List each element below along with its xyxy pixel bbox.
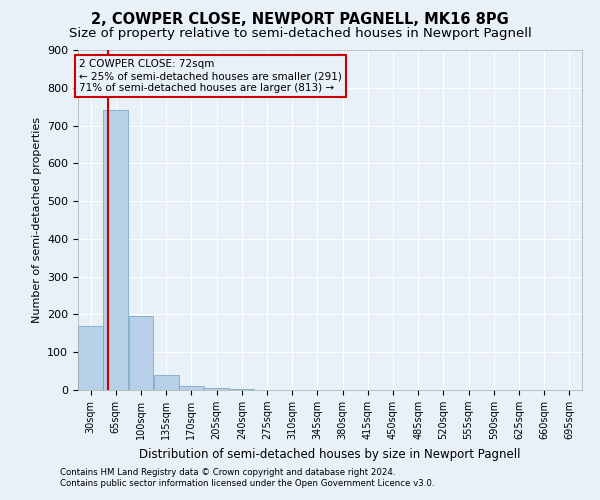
Bar	[154, 375, 179, 390]
Text: Size of property relative to semi-detached houses in Newport Pagnell: Size of property relative to semi-detach…	[68, 28, 532, 40]
Bar	[229, 389, 254, 390]
Text: 2, COWPER CLOSE, NEWPORT PAGNELL, MK16 8PG: 2, COWPER CLOSE, NEWPORT PAGNELL, MK16 8…	[91, 12, 509, 28]
Bar	[103, 110, 128, 390]
Text: Contains HM Land Registry data © Crown copyright and database right 2024.
Contai: Contains HM Land Registry data © Crown c…	[60, 468, 434, 487]
Text: 2 COWPER CLOSE: 72sqm
← 25% of semi-detached houses are smaller (291)
71% of sem: 2 COWPER CLOSE: 72sqm ← 25% of semi-deta…	[79, 60, 343, 92]
Bar	[128, 316, 154, 390]
Y-axis label: Number of semi-detached properties: Number of semi-detached properties	[32, 117, 41, 323]
Bar	[179, 386, 204, 390]
X-axis label: Distribution of semi-detached houses by size in Newport Pagnell: Distribution of semi-detached houses by …	[139, 448, 521, 460]
Bar	[78, 326, 103, 390]
Bar	[204, 388, 229, 390]
